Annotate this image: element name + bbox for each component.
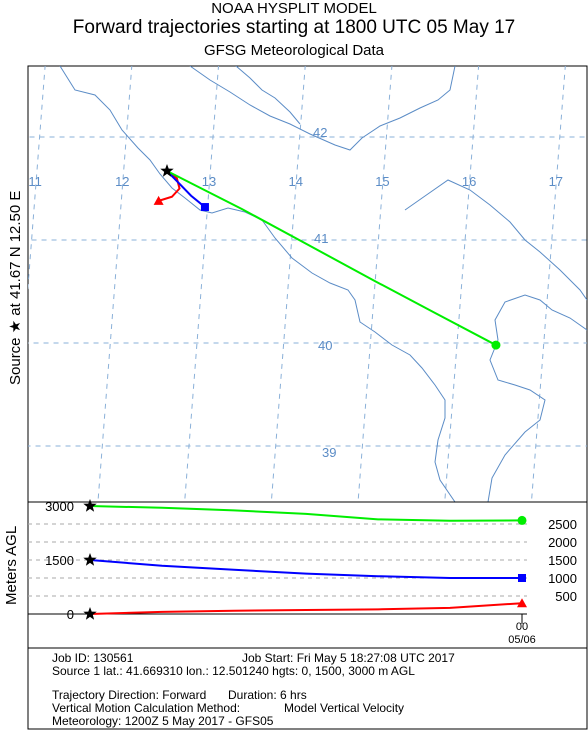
chart-title: Forward trajectories starting at 1800 UT… xyxy=(72,17,516,38)
time-label-hour: 00 xyxy=(516,621,528,633)
start-star-icon xyxy=(83,553,97,566)
longitude-label: 16 xyxy=(462,174,476,189)
coastline-segment xyxy=(235,66,301,125)
vertical-method-value: Model Vertical Velocity xyxy=(284,701,405,715)
left-tick-label: 1500 xyxy=(45,553,74,568)
right-tick-label: 2500 xyxy=(548,517,577,532)
trajectory-line xyxy=(166,170,206,208)
meridian-line xyxy=(28,66,46,293)
left-tick-label: 3000 xyxy=(45,499,74,514)
latitude-label: 41 xyxy=(314,231,328,246)
height-end-square xyxy=(518,574,526,582)
y-axis-label: Meters AGL xyxy=(0,505,28,610)
height-end-triangle xyxy=(517,598,527,608)
longitude-label: 11 xyxy=(28,174,42,189)
longitude-label: 12 xyxy=(115,174,129,189)
trajectory-end-triangle xyxy=(153,195,164,205)
longitude-label: 13 xyxy=(202,174,216,189)
job-start: Job Start: Fri May 5 18:27:08 UTC 2017 xyxy=(242,651,455,665)
meridian-line xyxy=(444,66,480,502)
job-id: Job ID: 130561 xyxy=(52,651,134,665)
meteorology: Meteorology: 1200Z 5 May 2017 - GFS05 xyxy=(52,714,274,728)
height-profile-line xyxy=(89,505,523,522)
longitude-label: 17 xyxy=(549,174,563,189)
latitude-label: 39 xyxy=(322,445,336,460)
source-info: Source 1 lat.: 41.669310 lon.: 12.501240… xyxy=(52,664,415,678)
y-axis-label-text: Meters AGL xyxy=(3,526,20,605)
right-tick-label: 500 xyxy=(555,589,577,604)
latitude-label: 40 xyxy=(318,338,332,353)
vertical-method: Vertical Motion Calculation Method: xyxy=(52,701,241,715)
duration: Duration: 6 hrs xyxy=(228,688,307,702)
longitude-label: 15 xyxy=(375,174,389,189)
source-location-text: Source ★ at 41.67 N 12.50 E xyxy=(7,191,24,385)
height-profile-line xyxy=(89,559,522,579)
vertical-panel-grid xyxy=(28,523,527,624)
meridian-line xyxy=(357,66,393,502)
meridian-line xyxy=(97,66,133,502)
map-axis-labels: 11 12 13 14 15 16 17 42 41 40 39 xyxy=(28,125,563,460)
height-profile-line xyxy=(89,602,523,615)
height-end-circle xyxy=(517,515,527,525)
start-star-icon xyxy=(83,607,97,620)
coastline-segment xyxy=(189,66,456,151)
right-tick-label: 1500 xyxy=(548,553,577,568)
map-frame xyxy=(27,65,588,503)
map-trajectories xyxy=(153,164,501,350)
trajectory-direction: Trajectory Direction: Forward xyxy=(52,688,207,702)
longitude-label: 14 xyxy=(288,174,302,189)
trajectory-line xyxy=(158,170,181,202)
job-info: Job ID: 130561 Job Start: Fri May 5 18:2… xyxy=(28,650,587,730)
latitude-label: 42 xyxy=(313,125,327,140)
coastline-segment xyxy=(404,179,587,301)
start-star-icon xyxy=(83,499,97,512)
source-location-label: Source ★ at 41.67 N 12.50 E xyxy=(2,95,28,395)
right-tick-label: 1000 xyxy=(548,571,577,586)
info-frame xyxy=(27,647,588,730)
time-label-date: 05/06 xyxy=(508,634,536,646)
map-coastline xyxy=(59,66,587,502)
trajectory-end-circle xyxy=(491,340,501,350)
meridian-line xyxy=(184,66,220,502)
meridian-line xyxy=(270,66,306,502)
coastline-segment xyxy=(59,66,456,502)
trajectory-end-square xyxy=(200,203,209,212)
meridian-line xyxy=(530,66,566,502)
left-tick-label: 0 xyxy=(67,607,74,622)
source-star-icon xyxy=(160,164,174,177)
trajectory-line xyxy=(166,170,497,346)
right-tick-label: 2000 xyxy=(548,535,577,550)
map-grid xyxy=(28,66,587,502)
model-title: NOAA HYSPLIT MODEL xyxy=(211,0,377,17)
data-source-title: GFSG Meteorological Data xyxy=(203,42,385,59)
vertical-panel-trajectories xyxy=(83,499,527,620)
coastline-segment xyxy=(487,294,587,502)
